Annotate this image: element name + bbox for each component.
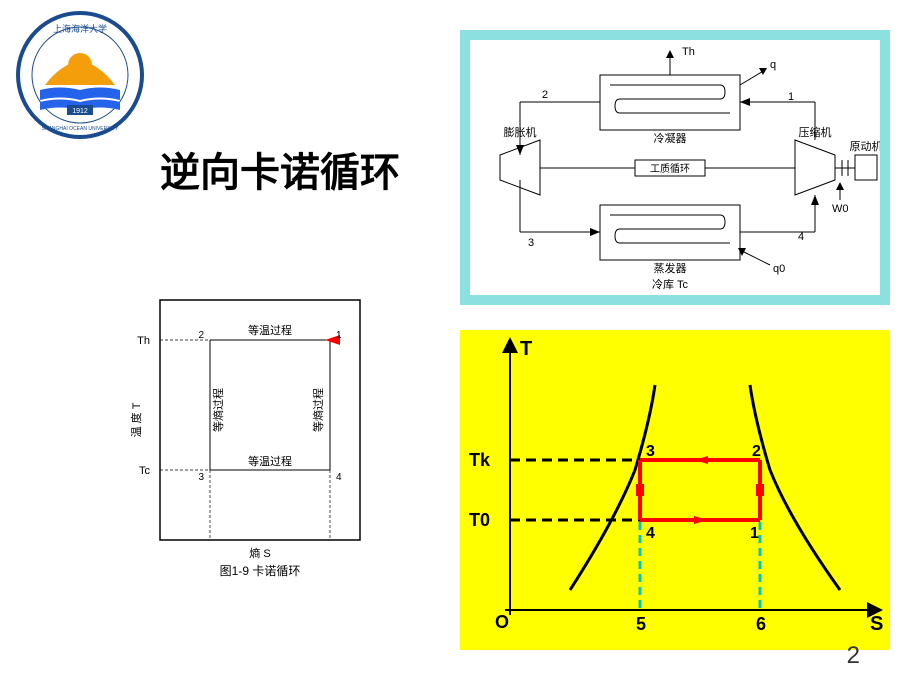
- logo-text-en: SHANGHAI OCEAN UNIVERSITY: [42, 126, 119, 132]
- svg-text:1: 1: [336, 330, 342, 341]
- svg-text:工质循环: 工质循环: [650, 162, 690, 175]
- svg-text:O: O: [495, 612, 509, 632]
- logo-text-cn: 上海海洋大学: [53, 23, 107, 34]
- svg-text:4: 4: [336, 472, 342, 483]
- page-number: 2: [847, 642, 860, 670]
- svg-text:T: T: [520, 338, 532, 360]
- svg-text:图1-9 卡诺循环: 图1-9 卡诺循环: [220, 564, 301, 578]
- svg-text:等熵过程: 等熵过程: [211, 388, 225, 432]
- svg-text:2: 2: [198, 330, 204, 341]
- svg-text:2: 2: [752, 443, 761, 460]
- svg-text:q: q: [770, 59, 776, 71]
- svg-text:3: 3: [528, 237, 534, 249]
- svg-text:Th: Th: [137, 335, 150, 347]
- carnot-diagram-left: Th Tc 等温过程 等温过程 等熵过程 等熵过程 温 度 T 熵 S 图1-9…: [130, 290, 380, 590]
- svg-text:1: 1: [750, 525, 759, 542]
- refrigeration-schematic: 冷凝器 蒸发器 膨胀机 压缩机 原动机: [460, 30, 890, 305]
- svg-text:4: 4: [646, 525, 655, 542]
- svg-text:4: 4: [798, 231, 804, 243]
- university-logo: 上海海洋大学 SHANGHAI OCEAN UNIVERSITY 1912: [15, 10, 145, 140]
- svg-text:冷库 Tc: 冷库 Tc: [652, 278, 689, 291]
- svg-text:5: 5: [636, 614, 646, 634]
- svg-text:冷凝器: 冷凝器: [654, 131, 687, 145]
- svg-text:S: S: [870, 613, 883, 635]
- svg-text:温 度 T: 温 度 T: [130, 402, 143, 437]
- svg-text:3: 3: [198, 472, 204, 483]
- svg-text:Tk: Tk: [469, 450, 491, 470]
- svg-text:蒸发器: 蒸发器: [654, 261, 687, 275]
- svg-text:T0: T0: [469, 510, 490, 530]
- svg-text:6: 6: [756, 614, 766, 634]
- svg-text:1: 1: [788, 91, 794, 103]
- ts-diagram: T S O Tk T0 2 3 4 1 5 6: [460, 330, 890, 650]
- svg-text:等温过程: 等温过程: [248, 454, 292, 468]
- svg-text:Tc: Tc: [139, 465, 151, 477]
- svg-text:熵 S: 熵 S: [249, 546, 270, 560]
- svg-text:q0: q0: [773, 263, 785, 275]
- svg-text:W0: W0: [832, 203, 849, 215]
- svg-text:2: 2: [542, 89, 548, 101]
- svg-text:Th: Th: [682, 46, 695, 58]
- page-title: 逆向卡诺循环: [160, 140, 400, 198]
- svg-text:等熵过程: 等熵过程: [311, 388, 325, 432]
- svg-text:原动机: 原动机: [850, 139, 881, 153]
- logo-year: 1912: [72, 108, 88, 115]
- svg-text:等温过程: 等温过程: [248, 323, 292, 337]
- svg-text:3: 3: [646, 443, 655, 460]
